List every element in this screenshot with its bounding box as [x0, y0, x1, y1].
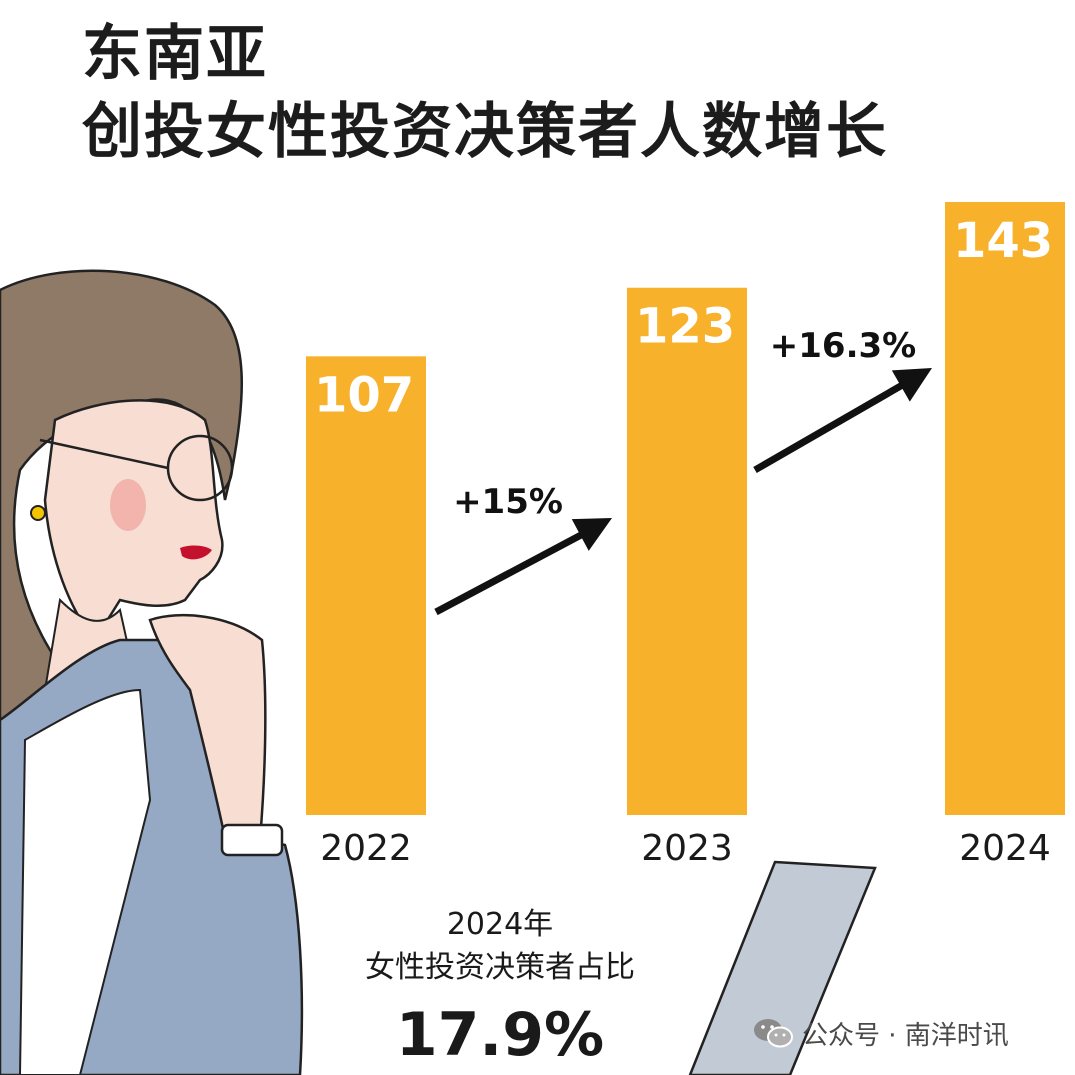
x-tick-label: 2023 — [641, 828, 733, 869]
stat-year: 2024年 — [446, 907, 554, 942]
growth-label: +16.3% — [770, 326, 916, 366]
chart-title-line1: 东南亚 — [82, 19, 268, 89]
bar-2024 — [945, 202, 1065, 815]
earring — [30, 505, 46, 521]
bar-value-label: 123 — [635, 299, 735, 355]
watch — [220, 823, 284, 857]
bar-2022 — [306, 356, 426, 815]
bar-value-label: 143 — [953, 213, 1053, 269]
growth-arrow-head — [891, 368, 932, 402]
woman-illustration — [0, 269, 304, 1075]
growth-arrow-line — [753, 372, 920, 474]
wechat-icon — [754, 1019, 793, 1048]
bars-layer — [306, 202, 1065, 815]
lips — [180, 545, 212, 560]
x-tick-label: 2024 — [959, 828, 1051, 869]
blush — [110, 479, 146, 531]
growth-arrow-head — [571, 518, 612, 551]
growth-arrow-line — [434, 522, 600, 616]
chart-title-line2: 创投女性投资决策者人数增长 — [82, 97, 888, 167]
watermark: 公众号 · 南洋时讯 — [752, 1008, 1009, 1058]
bar-value-label: 107 — [314, 367, 414, 423]
x-tick-label: 2022 — [320, 828, 412, 869]
tablet-illustration — [688, 860, 877, 1075]
labels-layer: 107 2022 123 2023 143 2024 — [314, 213, 1053, 869]
arrows-layer: +15% +16.3% — [434, 326, 932, 616]
glasses — [39, 434, 234, 502]
stat-label: 女性投资决策者占比 — [365, 950, 635, 985]
bar-2023 — [627, 287, 747, 815]
growth-label: +15% — [453, 482, 563, 522]
shirt — [18, 688, 152, 1075]
watermark-text: 公众号 · 南洋时讯 — [802, 1020, 1009, 1051]
stat-value: 17.9% — [395, 1000, 605, 1070]
